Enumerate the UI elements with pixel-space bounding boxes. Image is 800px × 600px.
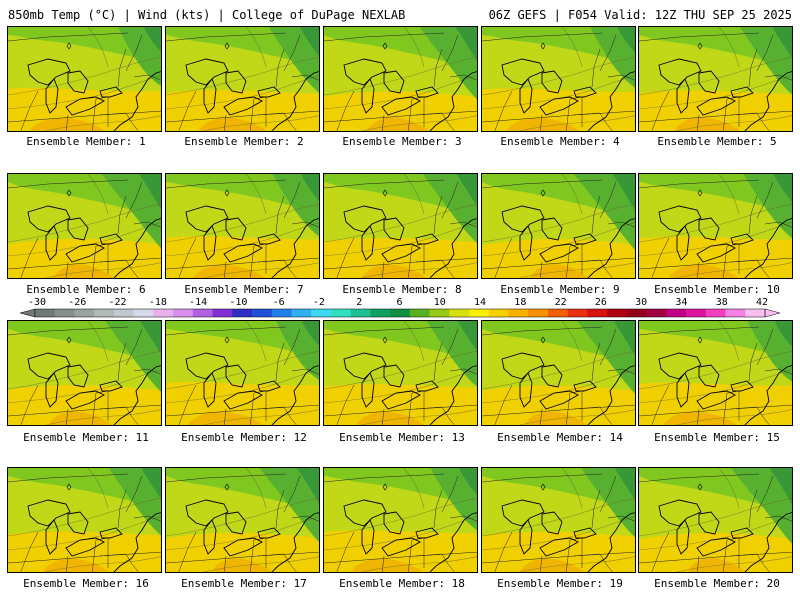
temperature-map <box>324 321 477 425</box>
temperature-map <box>482 468 635 572</box>
ensemble-map-panel <box>481 467 636 573</box>
ensemble-map-panel <box>165 173 320 279</box>
colorbar-tick-label: 22 <box>554 297 567 308</box>
temperature-map <box>639 321 792 425</box>
ensemble-map-panel <box>7 26 162 132</box>
colorbar-tick-label: -18 <box>148 297 167 308</box>
ensemble-member-label: Ensemble Member: 11 <box>23 431 149 444</box>
ensemble-member-label: Ensemble Member: 9 <box>500 283 620 296</box>
ensemble-map-panel <box>481 320 636 426</box>
colorbar-tick-label: 2 <box>356 297 363 308</box>
temperature-map <box>166 321 319 425</box>
ensemble-map-panel <box>638 26 793 132</box>
ensemble-map-panel <box>7 320 162 426</box>
ensemble-member-label: Ensemble Member: 4 <box>500 135 620 148</box>
ensemble-member-label: Ensemble Member: 18 <box>339 577 465 590</box>
ensemble-map-panel <box>638 173 793 279</box>
colorbar-tick-label: -22 <box>108 297 127 308</box>
temperature-map <box>8 468 161 572</box>
temperature-map <box>8 321 161 425</box>
ensemble-member-label: Ensemble Member: 12 <box>181 431 307 444</box>
ensemble-map-panel <box>638 320 793 426</box>
colorbar-tick-label: -14 <box>189 297 208 308</box>
colorbar-tick-label: 42 <box>755 297 769 308</box>
ensemble-member-label: Ensemble Member: 19 <box>497 577 623 590</box>
ensemble-map-panel <box>7 467 162 573</box>
temperature-map <box>482 27 635 131</box>
temperature-map <box>639 174 792 278</box>
temperature-map <box>8 27 161 131</box>
colorbar-tick-label: 18 <box>514 297 527 308</box>
colorbar-tick-label: -2 <box>312 297 325 308</box>
colorbar-tick-label: -6 <box>272 297 285 308</box>
ensemble-map-panel <box>481 26 636 132</box>
ensemble-map-panel <box>165 320 320 426</box>
ensemble-member-label: Ensemble Member: 7 <box>184 283 304 296</box>
ensemble-map-panel <box>7 173 162 279</box>
temperature-map <box>482 174 635 278</box>
ensemble-member-label: Ensemble Member: 8 <box>342 283 462 296</box>
ensemble-member-label: Ensemble Member: 2 <box>184 135 304 148</box>
temperature-map <box>324 27 477 131</box>
ensemble-map-panel <box>323 467 478 573</box>
run-valid-time: 06Z GEFS | F054 Valid: 12Z THU SEP 25 20… <box>488 8 792 22</box>
temperature-map <box>324 174 477 278</box>
ensemble-map-panel <box>323 26 478 132</box>
ensemble-map-panel <box>323 173 478 279</box>
colorbar-tick-label: 6 <box>396 297 403 308</box>
ensemble-member-label: Ensemble Member: 1 <box>26 135 146 148</box>
temperature-map <box>166 174 319 278</box>
ensemble-member-label: Ensemble Member: 14 <box>497 431 623 444</box>
temperature-map <box>166 468 319 572</box>
ensemble-member-label: Ensemble Member: 3 <box>342 135 462 148</box>
chart-title: 850mb Temp (°C) | Wind (kts) | College o… <box>8 8 406 22</box>
temperature-map <box>324 468 477 572</box>
temperature-map <box>639 468 792 572</box>
ensemble-member-label: Ensemble Member: 15 <box>654 431 780 444</box>
ensemble-member-label: Ensemble Member: 6 <box>26 283 146 296</box>
ensemble-member-label: Ensemble Member: 10 <box>654 283 780 296</box>
ensemble-member-label: Ensemble Member: 5 <box>657 135 777 148</box>
colorbar-tick-label: 30 <box>635 297 648 308</box>
colorbar-tick-label: -10 <box>229 297 248 308</box>
temperature-map <box>166 27 319 131</box>
ensemble-member-label: Ensemble Member: 16 <box>23 577 149 590</box>
ensemble-map-panel <box>165 26 320 132</box>
colorbar-tick-label: 34 <box>675 297 688 308</box>
ensemble-map-panel <box>165 467 320 573</box>
colorbar-tick-label: 14 <box>474 297 487 308</box>
temperature-map <box>482 321 635 425</box>
temperature-map <box>639 27 792 131</box>
colorbar-tick-label: 26 <box>594 297 607 308</box>
ensemble-map-panel <box>323 320 478 426</box>
colorbar-tick-label: 38 <box>715 297 728 308</box>
ensemble-map-panel <box>638 467 793 573</box>
temperature-map <box>8 174 161 278</box>
colorbar-tick-label: -26 <box>68 297 87 308</box>
ensemble-map-panel <box>481 173 636 279</box>
colorbar-tick-label: -30 <box>27 297 47 308</box>
ensemble-member-label: Ensemble Member: 13 <box>339 431 465 444</box>
colorbar-tick-label: 10 <box>433 297 446 308</box>
ensemble-member-label: Ensemble Member: 17 <box>181 577 307 590</box>
ensemble-member-label: Ensemble Member: 20 <box>654 577 780 590</box>
